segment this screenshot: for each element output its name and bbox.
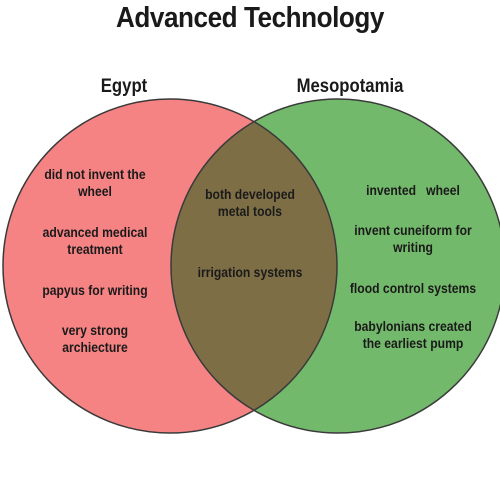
shared-item-metal-tools: both developed metal tools — [187, 186, 313, 220]
item-line: irrigation systems — [197, 265, 303, 280]
mesopotamia-item-cuneiform: invent cuneiform for writing — [346, 222, 481, 256]
item-line: babylonians created — [354, 319, 472, 334]
overlap-region — [171, 99, 337, 433]
shared-item-irrigation: irrigation systems — [187, 264, 313, 281]
mesopotamia-circle-outline — [170, 98, 500, 434]
item-line: invent cuneiform for — [354, 223, 472, 238]
egypt-item-architecture: very strong archiecture — [28, 322, 163, 356]
item-line: archiecture — [62, 340, 128, 355]
egypt-item-no-wheel: did not invent the wheel — [28, 166, 163, 200]
item-line: flood control systems — [349, 281, 477, 296]
mesopotamia-item-pump: babylonians created the earliest pump — [346, 318, 481, 352]
item-line: the earliest pump — [362, 336, 464, 351]
mesopotamia-item-flood-control: flood control systems — [342, 280, 484, 297]
item-line: very strong — [61, 323, 129, 338]
item-line: did not invent the — [44, 167, 146, 182]
egypt-circle-outline — [2, 98, 338, 434]
item-line: treatment — [67, 242, 123, 257]
egypt-item-papyus: papyus for writing — [28, 282, 163, 299]
item-line: metal tools — [217, 204, 283, 219]
item-line: writing — [393, 240, 433, 255]
egypt-item-medical: advanced medical treatment — [28, 224, 163, 258]
diagram-title: Advanced Technology — [116, 2, 384, 34]
egypt-label: Egypt — [100, 76, 148, 97]
item-line: both developed — [205, 187, 295, 202]
mesopotamia-label: Mesopotamia — [296, 76, 404, 97]
item-line: papyus for writing — [42, 283, 148, 298]
mesopotamia-item-wheel: invented wheel — [346, 182, 481, 199]
item-line: invented wheel — [366, 183, 460, 198]
item-line: advanced medical — [42, 225, 148, 240]
item-line: wheel — [78, 184, 112, 199]
